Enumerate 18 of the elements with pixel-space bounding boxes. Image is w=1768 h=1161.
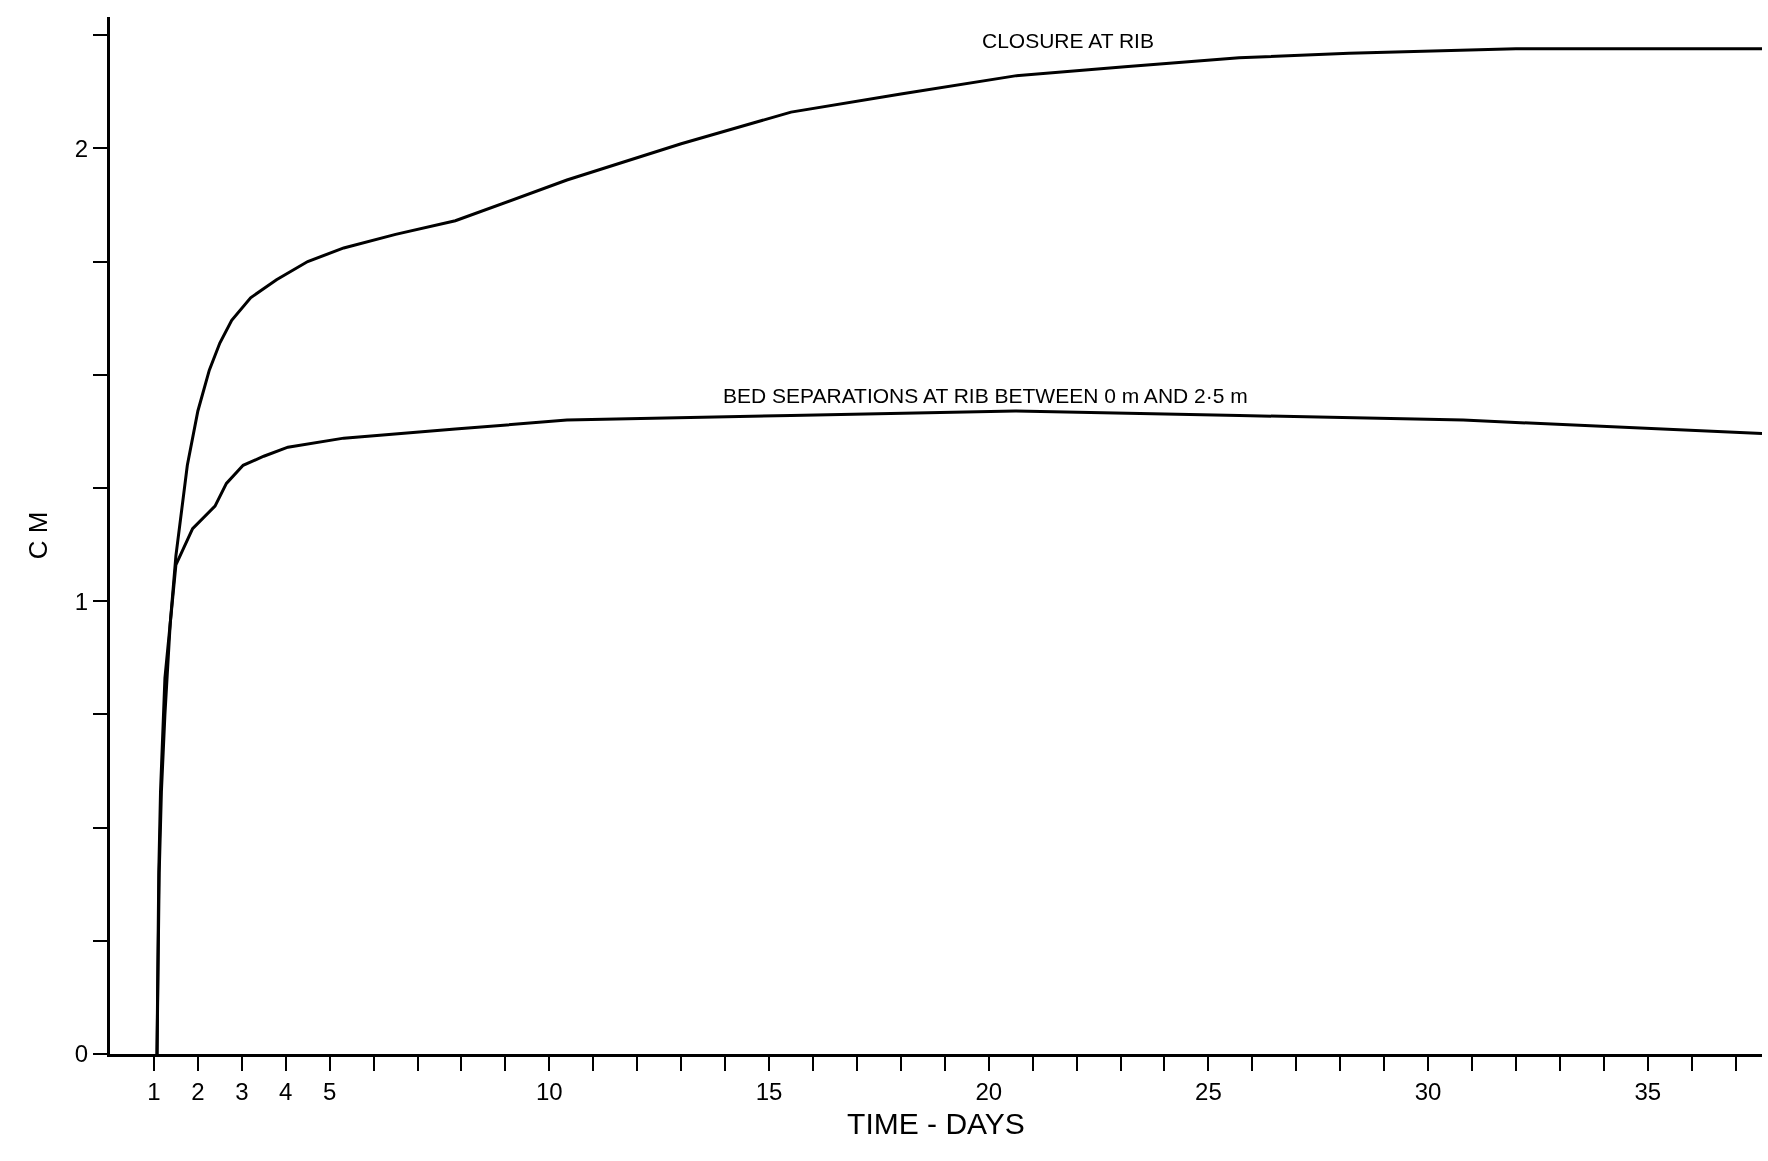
x-tick-label: 3 <box>235 1077 249 1105</box>
x-tick-label: 25 <box>1195 1077 1222 1105</box>
x-tick-label: 1 <box>147 1077 161 1105</box>
y-axis-title: C M <box>23 511 54 560</box>
x-axis-title: TIME - DAYS <box>847 1107 1025 1141</box>
annotation: CLOSURE AT RIB <box>982 29 1154 52</box>
y-tick-label: 2 <box>74 134 89 162</box>
annotation: BED SEPARATIONS AT RIB BETWEEN 0 m AND 2·5 m <box>723 384 1248 407</box>
x-tick-label: 4 <box>279 1077 293 1105</box>
y-tick-label: 0 <box>74 1040 89 1068</box>
x-tick-label: 15 <box>755 1077 783 1105</box>
x-tick-label: 35 <box>1634 1077 1662 1105</box>
x-tick-label: 5 <box>323 1077 337 1105</box>
x-tick-label: 30 <box>1414 1077 1442 1105</box>
x-tick-label: 20 <box>975 1077 1003 1105</box>
y-tick-label: 1 <box>74 587 89 615</box>
x-tick-label: 10 <box>536 1077 563 1105</box>
x-tick-label: 2 <box>191 1077 205 1105</box>
